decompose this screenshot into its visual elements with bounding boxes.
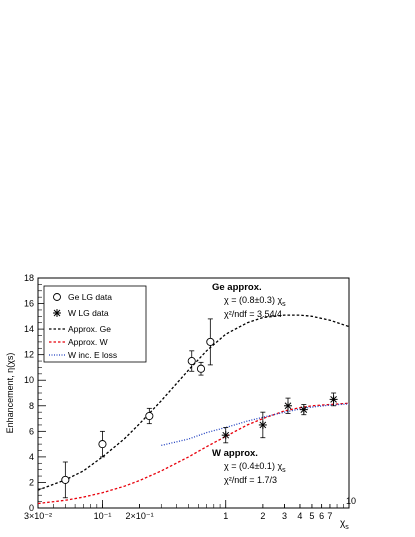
star-marker — [299, 405, 308, 414]
y-tick-label: 6 — [29, 426, 34, 436]
star-stroke — [284, 402, 292, 410]
x-axis-label-main: χs — [340, 518, 349, 531]
legend-box — [43, 285, 147, 363]
curve-approx-ge — [37, 314, 350, 491]
data-point-w — [258, 411, 267, 439]
y-tick-label: 2 — [29, 477, 34, 487]
star-stroke — [300, 406, 308, 413]
data-point-ge — [98, 430, 107, 458]
legend-label-approx-ge: Approx. Ge — [68, 324, 111, 334]
star-marker — [221, 431, 230, 440]
data-point-w — [299, 404, 308, 416]
star-marker — [283, 401, 292, 410]
x-tick-label: 10 — [346, 496, 356, 506]
legend: Ge LG data W LG data Approx. Ge Approx. … — [43, 285, 147, 363]
y-tick-label: 10 — [24, 375, 34, 385]
curve-approx-w — [37, 402, 350, 505]
data-point-ge — [196, 361, 206, 376]
data-point-w — [283, 397, 292, 414]
star-stroke — [330, 396, 337, 403]
open-circle-icon — [53, 293, 61, 301]
data-point-ge — [187, 350, 196, 372]
star-icon — [53, 309, 61, 317]
x-tick-label: 1 — [223, 511, 228, 521]
curve-w-inc-e-loss — [161, 403, 350, 447]
legend-item-approx-ge: Approx. Ge — [49, 324, 111, 334]
ge-annotation: Ge approx. χ = (0.8±0.3) χs χ²/ndf = 3.5… — [212, 282, 286, 319]
open-circle-marker — [187, 357, 196, 366]
ge-annotation-chi2: χ²/ndf = 3.54/4 — [224, 309, 282, 319]
y-tick-label: 8 — [29, 401, 34, 411]
x-tick-label: 6 — [319, 511, 324, 521]
y-tick-label: 14 — [24, 324, 34, 334]
x-tick-label: 3×10⁻² — [24, 511, 52, 521]
star-stroke — [259, 421, 267, 429]
w-annotation: W approx. χ = (0.4±0.1) χs χ²/ndf = 1.7/… — [212, 448, 286, 485]
y-tick-label: 0 — [29, 503, 34, 513]
w-annotation-chi2: χ²/ndf = 1.7/3 — [224, 475, 277, 485]
data-point-ge — [145, 407, 154, 425]
x-tick-label: 3 — [282, 511, 287, 521]
x-tick-label: 10⁻¹ — [94, 511, 112, 521]
x-tick-label: 2 — [260, 511, 265, 521]
ge-annotation-title: Ge approx. — [212, 282, 262, 293]
legend-label-ge-data: Ge LG data — [68, 292, 112, 302]
points-layer — [61, 318, 338, 499]
data-point-w — [221, 427, 230, 444]
y-tick-label: 12 — [24, 350, 34, 360]
legend-item-w-data: W LG data — [53, 308, 109, 318]
data-point-ge — [61, 461, 70, 499]
open-circle-marker — [61, 475, 70, 484]
star-stroke — [222, 431, 230, 439]
data-point-ge — [206, 318, 215, 366]
open-circle-marker — [145, 411, 154, 421]
x-tick-label: 7 — [327, 511, 332, 521]
legend-label-w-eloss: W inc. E loss — [68, 350, 117, 360]
x-tick-label: 5 — [309, 511, 314, 521]
legend-label-w-data: W LG data — [68, 308, 109, 318]
data-point-w — [329, 392, 338, 407]
open-circle-marker — [196, 364, 206, 373]
x-tick-label: 4 — [297, 511, 302, 521]
y-tick-label: 16 — [24, 299, 34, 309]
open-circle-marker — [206, 337, 215, 346]
y-tick-label: 4 — [29, 452, 34, 462]
legend-label-approx-w: Approx. W — [68, 337, 108, 347]
w-annotation-title: W approx. — [212, 448, 258, 459]
star-marker — [258, 420, 267, 429]
ge-annotation-fit: χ = (0.8±0.3) χs — [224, 295, 286, 308]
w-annotation-fit: χ = (0.4±0.1) χs — [224, 461, 286, 474]
legend-item-w-eloss: W inc. E loss — [49, 350, 117, 360]
y-axis-label: Enhancement, η(χs) — [5, 353, 15, 434]
legend-item-approx-w: Approx. W — [49, 337, 108, 347]
star-marker — [329, 395, 338, 404]
open-circle-marker — [98, 440, 107, 449]
x-tick-label: 2×10⁻¹ — [126, 511, 154, 521]
legend-item-ge-data: Ge LG data — [53, 292, 112, 302]
y-tick-label: 18 — [24, 273, 34, 283]
